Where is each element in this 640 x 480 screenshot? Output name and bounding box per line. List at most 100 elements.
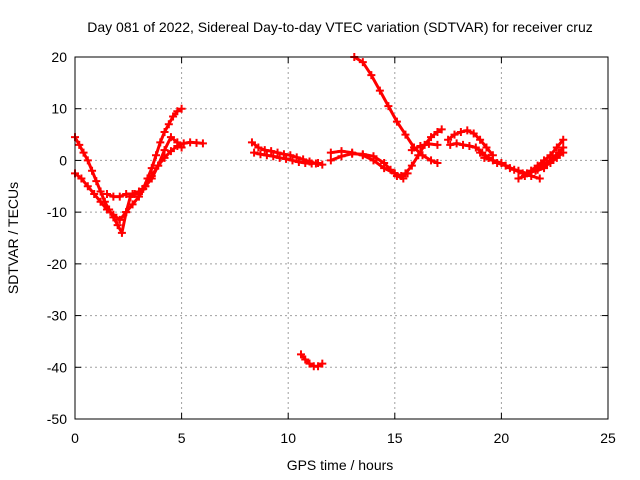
data-point (160, 127, 169, 136)
data-point (141, 182, 150, 191)
data-point (433, 140, 442, 149)
series-arc-2 (71, 104, 186, 238)
data-point (247, 138, 256, 147)
data-point (96, 187, 105, 196)
data-point (514, 166, 523, 175)
data-point (337, 147, 346, 156)
data-point (166, 133, 175, 142)
data-point (273, 148, 282, 157)
series-arc-1 (71, 138, 207, 224)
data-point (414, 151, 423, 160)
data-point (288, 156, 297, 165)
data-point (348, 148, 357, 157)
data-point (424, 139, 433, 148)
data-point (262, 151, 271, 160)
data-point (83, 182, 92, 191)
data-point (83, 156, 92, 165)
data-point (105, 205, 114, 214)
data-point (109, 213, 118, 222)
data-point (476, 148, 485, 157)
series-arc-18 (535, 143, 568, 171)
data-point (128, 190, 137, 199)
chart-title: Day 081 of 2022, Sidereal Day-to-day VTE… (87, 19, 593, 35)
series-arc-8 (326, 147, 412, 180)
data-point (390, 169, 399, 178)
data-point (482, 143, 491, 152)
data-point (520, 171, 529, 180)
data-point (102, 190, 111, 199)
data-point (134, 187, 143, 196)
data-point (488, 156, 497, 165)
data-point (505, 164, 514, 173)
data-point (92, 177, 101, 186)
data-point (480, 153, 489, 162)
data-point (497, 159, 506, 168)
data-point (375, 86, 384, 95)
data-point (358, 151, 367, 160)
data-point (79, 148, 88, 157)
y-tick-label: 0 (59, 152, 67, 168)
data-point (314, 159, 323, 168)
data-point (384, 102, 393, 111)
data-point (416, 141, 425, 150)
data-point (407, 146, 416, 155)
data-point (554, 148, 563, 157)
y-tick-label: -40 (47, 359, 67, 375)
data-point (527, 166, 536, 175)
data-point (294, 157, 303, 166)
series-arc-12 (444, 126, 497, 160)
data-point (427, 156, 436, 165)
data-point (318, 359, 327, 368)
data-point (433, 159, 442, 168)
data-point (369, 156, 378, 165)
series-line (106, 134, 183, 199)
data-point (282, 154, 291, 163)
data-point (160, 146, 169, 155)
data-point (392, 117, 401, 126)
data-point (117, 228, 126, 237)
data-point (115, 192, 124, 201)
x-tick-label: 25 (600, 430, 616, 446)
data-point (254, 143, 263, 152)
data-point (559, 135, 568, 144)
data-point (452, 139, 461, 148)
data-point (177, 104, 186, 113)
x-tick-label: 10 (280, 430, 296, 446)
x-tick-label: 15 (387, 430, 403, 446)
series-arc-10 (401, 125, 446, 178)
data-point (113, 221, 122, 230)
y-tick-label: 20 (51, 49, 67, 65)
data-point (514, 174, 523, 183)
data-point (154, 161, 163, 170)
y-tick-label: -10 (47, 204, 67, 220)
data-point (301, 355, 310, 364)
data-point (260, 146, 269, 155)
y-axis-label: SDTVAR / TECUs (5, 182, 21, 294)
data-point (465, 141, 474, 150)
data-point (177, 143, 186, 152)
y-tick-label: 10 (51, 101, 67, 117)
data-point (173, 107, 182, 116)
y-tick-label: -30 (47, 308, 67, 324)
data-point (286, 151, 295, 160)
data-point (305, 359, 314, 368)
data-point (407, 161, 416, 170)
data-point (401, 130, 410, 139)
data-point (128, 200, 137, 209)
data-point (548, 153, 557, 162)
data-point (122, 208, 131, 217)
data-point (401, 169, 410, 178)
series-arc-5 (250, 148, 323, 168)
data-point (198, 139, 207, 148)
data-point (90, 190, 99, 199)
data-point (156, 138, 165, 147)
data-point (296, 350, 305, 359)
series-arc-6 (296, 350, 327, 371)
data-point (469, 129, 478, 138)
data-point (463, 126, 472, 135)
data-point (444, 135, 453, 144)
data-point (326, 156, 335, 165)
x-axis-label: GPS time / hours (287, 457, 394, 473)
data-point (427, 133, 436, 142)
